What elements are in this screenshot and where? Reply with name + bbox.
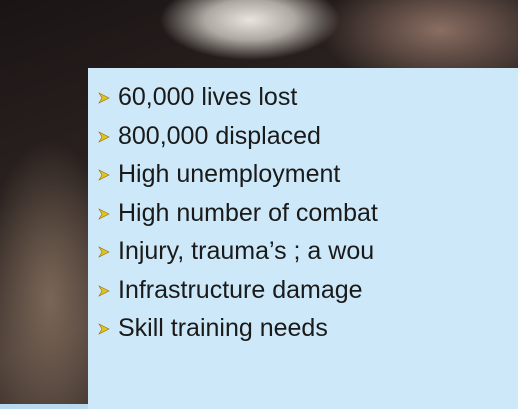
bullet-item: Injury, trauma’s ; a wou <box>88 232 518 271</box>
bullet-text: Skill training needs <box>118 309 328 348</box>
bullet-text: 60,000 lives lost <box>118 78 297 117</box>
bullet-text: Injury, trauma’s ; a wou <box>118 232 374 271</box>
bullet-arrow <box>98 323 110 335</box>
bullet-text: 800,000 displaced <box>118 117 321 156</box>
bullet-arrow <box>98 208 110 220</box>
bullet-arrow <box>98 169 110 181</box>
bullet-item: 60,000 lives lost <box>88 78 518 117</box>
bottom-strip <box>0 404 88 409</box>
slide: 60,000 lives lost800,000 displacedHigh u… <box>0 0 518 409</box>
bullet-arrow <box>98 285 110 297</box>
bullet-item: High number of combat <box>88 194 518 233</box>
bullet-arrow <box>98 92 110 104</box>
bullet-item: Infrastructure damage <box>88 271 518 310</box>
bullet-item: High unemployment <box>88 155 518 194</box>
bullet-text: High number of combat <box>118 194 378 233</box>
bullet-text: Infrastructure damage <box>118 271 363 310</box>
bullet-arrow <box>98 131 110 143</box>
bullet-item: 800,000 displaced <box>88 117 518 156</box>
bullet-text: High unemployment <box>118 155 340 194</box>
bullet-arrow <box>98 246 110 258</box>
page: 60,000 lives lost800,000 displacedHigh u… <box>0 0 518 409</box>
bullet-item: Skill training needs <box>88 309 518 348</box>
